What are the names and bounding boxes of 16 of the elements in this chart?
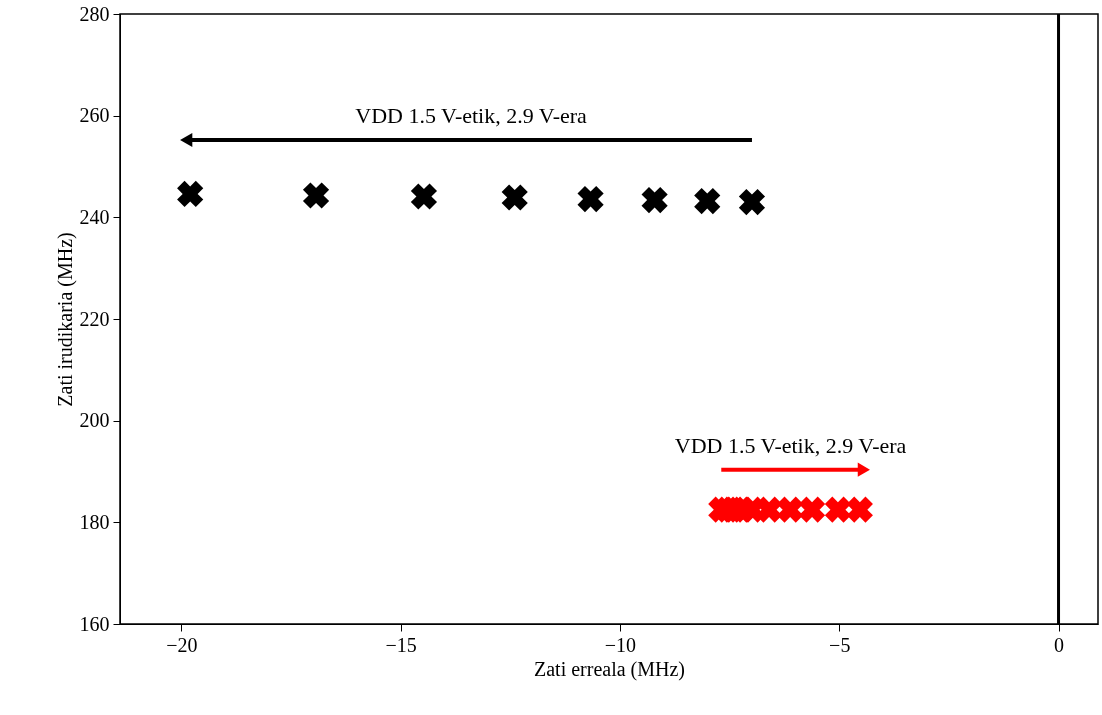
x-tick-label: −5: [829, 633, 851, 656]
x-tick-label: −20: [166, 633, 198, 656]
annotation: VDD 1.5 V-etik, 2.9 V-era: [674, 432, 907, 458]
y-tick-label: 200: [79, 409, 110, 432]
y-tick-label: 260: [79, 104, 110, 127]
x-axis-title: Zati erreala (MHz): [533, 657, 686, 681]
x-tick-label: −15: [385, 633, 417, 656]
annotation: VDD 1.5 V-etik, 2.9 V-era: [355, 102, 588, 128]
y-tick-label: 240: [79, 205, 110, 228]
y-tick-label: 160: [79, 612, 110, 635]
y-tick-label: 220: [79, 307, 110, 330]
y-axis-title: Zati irudikaria (MHz): [53, 232, 77, 407]
x-tick-label: −10: [604, 633, 637, 656]
x-tick-label: 0: [1054, 633, 1065, 656]
y-tick-label: 280: [79, 2, 110, 25]
y-tick-label: 180: [79, 510, 110, 533]
